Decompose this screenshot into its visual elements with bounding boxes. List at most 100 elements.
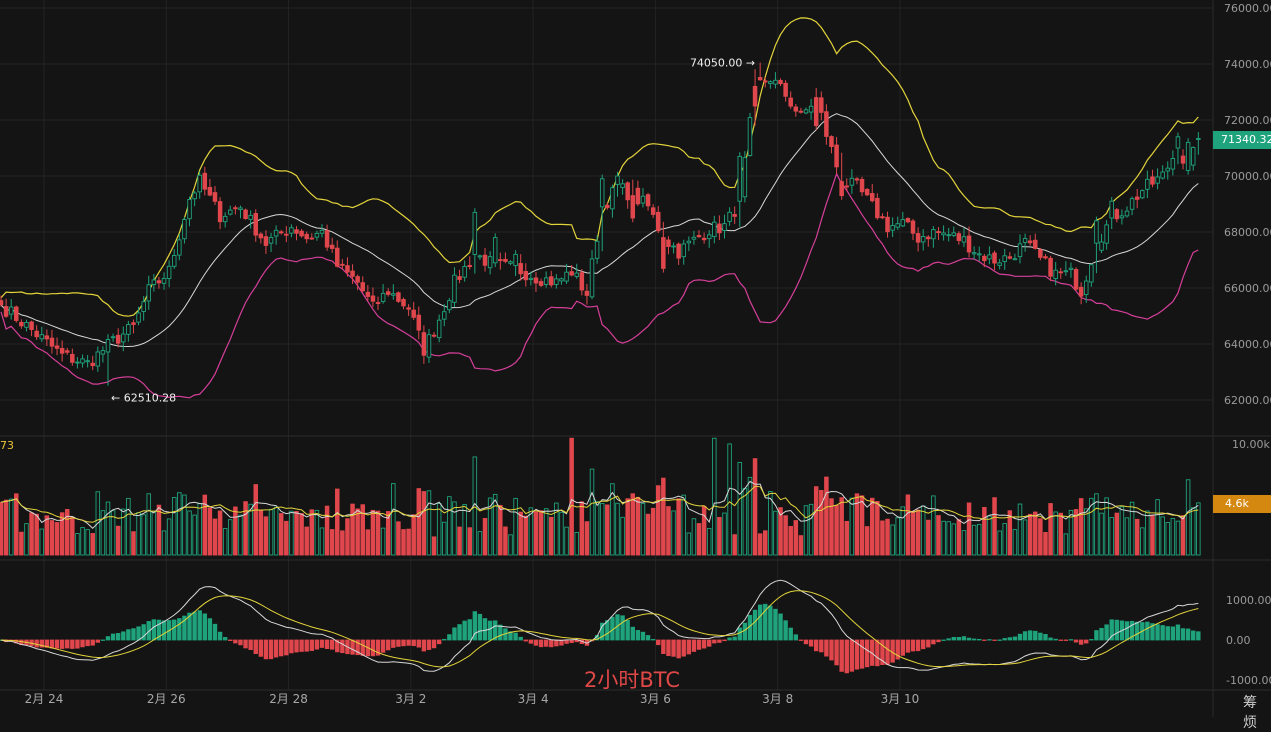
volume-bar	[105, 501, 111, 556]
macd-bar	[238, 639, 243, 646]
candle-body	[875, 197, 880, 219]
candle-body	[492, 237, 498, 264]
candle-body	[987, 254, 992, 260]
candle-body	[462, 266, 467, 278]
volume-bar	[549, 516, 554, 556]
volume-bar	[447, 496, 452, 556]
corner-label[interactable]: 筹 烦	[1243, 695, 1257, 731]
candle-body	[900, 219, 906, 227]
macd-bar	[1089, 639, 1094, 641]
volume-bar	[1109, 517, 1114, 556]
macd-bar	[462, 620, 467, 641]
macd-bar	[75, 639, 80, 649]
macd-bar	[258, 639, 264, 657]
macd-bar	[1196, 631, 1201, 641]
candle-body	[1083, 280, 1089, 295]
price-axis[interactable]: 76000.00 74000.00 72000.00 70000.00 68000.00…	[1213, 2, 1271, 687]
macd-bar	[600, 622, 605, 641]
macd-bar	[487, 620, 493, 641]
candle-body	[712, 221, 717, 238]
volume-bar	[1053, 511, 1058, 556]
macd-bar	[233, 639, 238, 644]
volume-bar	[426, 490, 432, 556]
candle-body	[156, 280, 162, 284]
volume-bar	[1078, 498, 1084, 556]
volume-bar	[115, 525, 121, 556]
volume-bar	[915, 509, 921, 556]
date-label: 3月 6	[640, 692, 671, 706]
candle-body	[192, 192, 197, 200]
macd-bar	[961, 636, 967, 641]
macd-bar	[222, 637, 228, 641]
macd-bar	[49, 639, 55, 649]
candle-body	[136, 312, 141, 323]
volume-bar	[834, 505, 839, 556]
candle-body	[926, 236, 931, 240]
macd-bar	[701, 639, 707, 649]
candle-body	[487, 256, 493, 269]
candle-body	[472, 211, 478, 255]
candle-body	[717, 223, 722, 234]
candle-body	[396, 292, 401, 302]
volume-bar	[1190, 507, 1196, 556]
candle-body	[844, 185, 850, 188]
candle-body	[90, 362, 95, 367]
candle-body	[14, 306, 19, 321]
macd-bar	[971, 638, 977, 641]
volume-tick-label: 10.00k	[1232, 438, 1270, 451]
macd-bar	[457, 624, 462, 641]
candle-body	[1053, 269, 1058, 280]
candle-body	[808, 105, 814, 113]
volume-bar	[177, 492, 182, 556]
volume-bar	[340, 530, 345, 556]
volume-bar	[64, 509, 70, 556]
candle-body	[1033, 239, 1038, 249]
volume-bar	[253, 484, 258, 556]
volume-bar	[70, 516, 75, 556]
candle-body	[268, 236, 274, 244]
low-price-marker: ← 62510.28	[111, 392, 176, 405]
volume-bar	[610, 483, 615, 556]
macd-bar	[645, 635, 651, 641]
candle-body	[538, 281, 544, 286]
volume-bar	[345, 518, 350, 556]
candle-body	[941, 232, 946, 236]
btc-chart[interactable]: 76000.00 74000.00 72000.00 70000.00 68000.00…	[0, 0, 1271, 717]
macd-bar	[752, 609, 758, 641]
volume-bar	[717, 517, 722, 556]
candle-body	[131, 322, 136, 325]
macd-bar	[426, 639, 432, 650]
volume-bar	[926, 519, 931, 556]
volume-bar	[462, 504, 467, 556]
macd-bar	[279, 639, 284, 657]
macd-bar	[849, 639, 855, 672]
volume-bar	[197, 503, 202, 556]
volume-moving-averages	[0, 480, 1199, 529]
macd-bar	[1129, 620, 1135, 641]
macd-bar	[839, 639, 844, 672]
volume-bar	[299, 513, 304, 556]
macd-bar	[987, 639, 992, 641]
candle-body	[151, 279, 157, 285]
volume-bar	[284, 520, 289, 556]
candle-body	[997, 262, 1002, 266]
macd-bar	[126, 629, 131, 641]
volume-bar	[829, 498, 834, 556]
candle-body	[885, 216, 890, 233]
candle-body	[1134, 196, 1140, 200]
volume-bar	[85, 529, 90, 556]
macd-bar	[890, 639, 895, 663]
candle-body	[971, 252, 977, 255]
volume-bar	[385, 511, 391, 556]
candle-body	[946, 234, 951, 237]
candle-body	[222, 215, 228, 223]
candle-body	[1185, 141, 1191, 171]
macd-bar	[707, 639, 712, 647]
candle-body	[207, 186, 213, 196]
macd-bar	[355, 639, 360, 656]
volume-bar	[391, 483, 396, 556]
time-axis[interactable]: 2月 24 2月 26 2月 28 3月 2 3月 4 3月 6 3月 8 3月 10	[25, 692, 920, 706]
volume-bar	[492, 493, 498, 556]
volume-bar	[166, 518, 172, 556]
macd-bar	[289, 639, 294, 654]
